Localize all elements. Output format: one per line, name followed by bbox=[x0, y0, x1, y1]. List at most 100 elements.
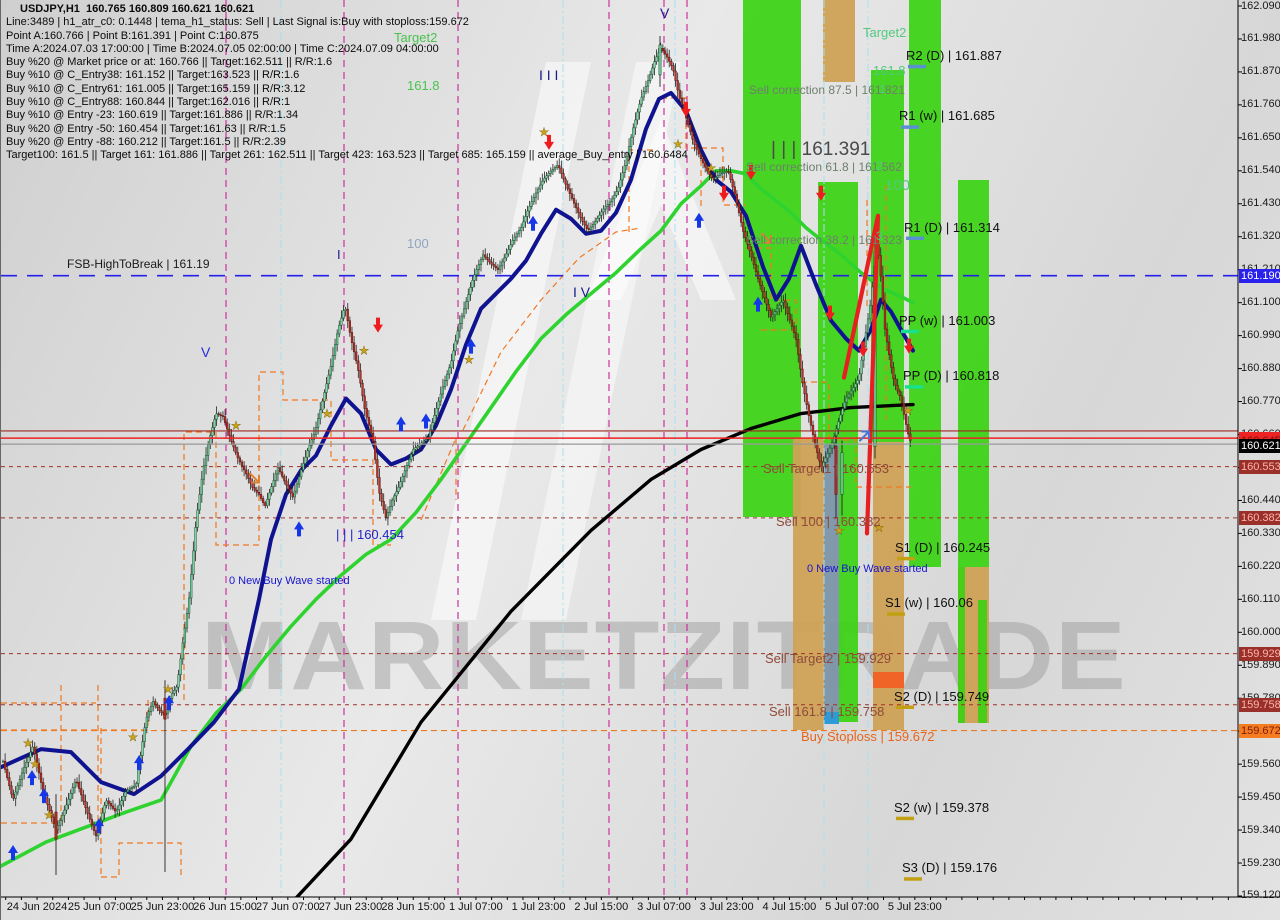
annotation-text: Sell correction 61.8 | 161.562 bbox=[746, 160, 902, 174]
time-tick-label: 28 Jun 15:00 bbox=[381, 901, 445, 913]
svg-text:★: ★ bbox=[539, 125, 550, 139]
svg-text:★: ★ bbox=[163, 682, 174, 696]
svg-text:★: ★ bbox=[44, 808, 55, 822]
price-tick-label: 159.450 bbox=[1241, 790, 1280, 803]
price-tick-label: 160.220 bbox=[1241, 559, 1280, 572]
info-line: Buy %20 @ Entry -50: 160.454 || Target:1… bbox=[6, 122, 286, 135]
annotation-text: I V bbox=[573, 284, 591, 300]
pivot-label: R1 (w) | 161.685 bbox=[899, 108, 995, 124]
annotation-text: Sell correction 38.2 | 161.323 bbox=[746, 233, 902, 247]
svg-text:★: ★ bbox=[322, 407, 333, 421]
price-tick-label: 160.880 bbox=[1241, 362, 1280, 375]
annotation-text: Buy Stoploss | 159.672 bbox=[801, 729, 935, 744]
svg-text:★: ★ bbox=[464, 353, 475, 367]
time-tick-label: 1 Jul 07:00 bbox=[448, 901, 503, 913]
time-tick-label: 5 Jul 23:00 bbox=[887, 901, 942, 913]
time-tick-label: 24 Jun 2024 bbox=[6, 901, 68, 913]
annotation-text: V bbox=[660, 5, 670, 21]
price-badge: 159.758 bbox=[1239, 697, 1280, 712]
svg-text:★: ★ bbox=[359, 344, 370, 358]
svg-text:★: ★ bbox=[706, 161, 717, 175]
info-line: Buy %10 @ Entry -23: 160.619 || Target:1… bbox=[6, 109, 299, 122]
pivot-label: S1 (w) | 160.06 bbox=[885, 595, 973, 611]
time-axis[interactable]: 24 Jun 2024 25 Jun 07:00 25 Jun 23:00 26 Ju… bbox=[1, 898, 1280, 920]
time-tick-label: 27 Jun 23:00 bbox=[318, 901, 383, 913]
annotation-text: Sell Target2 | 159.929 bbox=[765, 651, 892, 666]
info-line: Target100: 161.5 || Target 161: 161.886 … bbox=[6, 149, 688, 162]
info-line: Point A:160.766 | Point B:161.391 | Poin… bbox=[6, 29, 259, 42]
price-axis[interactable]: 162.090 161.980 161.870 161.760 161.650 161.5… bbox=[1239, 0, 1280, 901]
annotation-text: 0 New Buy Wave started bbox=[807, 563, 928, 575]
svg-text:★: ★ bbox=[128, 730, 139, 744]
time-tick-label: 4 Jul 15:00 bbox=[762, 901, 817, 913]
info-line: Time A:2024.07.03 17:00:00 | Time B:2024… bbox=[6, 42, 439, 55]
price-tick-label: 159.890 bbox=[1241, 658, 1280, 671]
price-tick-label: 160.990 bbox=[1241, 329, 1280, 342]
price-tick-label: 160.440 bbox=[1241, 493, 1280, 506]
annotation-text: Sell correction 87.5 | 161.821 bbox=[749, 83, 905, 97]
annotation-text: 3 bbox=[876, 229, 883, 243]
pivot-label: S3 (D) | 159.176 bbox=[902, 860, 998, 876]
price-badge: 160.553 bbox=[1239, 459, 1280, 474]
info-line: Buy %10 @ C_Entry61: 161.005 || Target:1… bbox=[6, 82, 306, 95]
price-tick-label: 160.000 bbox=[1241, 625, 1280, 638]
time-tick-label: 26 Jun 15:00 bbox=[193, 901, 257, 913]
price-badge: 159.929 bbox=[1239, 646, 1280, 661]
price-tick-label: 161.320 bbox=[1241, 230, 1280, 243]
annotation-text: I bbox=[337, 247, 341, 262]
annotation-text: Sell Target1 | 160.553 bbox=[763, 461, 890, 476]
pivot-label: PP (D) | 160.818 bbox=[903, 368, 1000, 384]
svg-text:★: ★ bbox=[834, 523, 845, 537]
price-badge: 161.190 bbox=[1239, 268, 1280, 283]
info-line: Buy %20 @ Market price or at: 160.766 ||… bbox=[6, 56, 333, 69]
annotation-text: Target2 bbox=[394, 30, 438, 45]
time-tick-label: 1 Jul 23:00 bbox=[511, 901, 566, 913]
annotation-text: | | | 161.391 bbox=[771, 139, 871, 160]
time-tick-label: 3 Jul 23:00 bbox=[699, 901, 754, 913]
svg-text:★: ★ bbox=[30, 757, 41, 771]
price-badge: 160.645 bbox=[1239, 432, 1280, 441]
time-tick-label: 25 Jun 23:00 bbox=[130, 901, 195, 913]
price-tick-label: 159.230 bbox=[1241, 856, 1280, 869]
annotation-text: I I I bbox=[539, 67, 559, 83]
svg-text:★: ★ bbox=[231, 419, 242, 433]
time-tick-label: 25 Jun 07:00 bbox=[67, 901, 132, 913]
time-tick-label: 3 Jul 07:00 bbox=[637, 901, 691, 913]
pivot-label: R2 (D) | 161.887 bbox=[906, 47, 1002, 63]
price-tick-label: 159.560 bbox=[1241, 757, 1280, 770]
price-tick-label: 160.770 bbox=[1241, 395, 1280, 408]
annotation-text: FSB-HighToBreak | 161.19 bbox=[67, 257, 210, 271]
svg-text:★: ★ bbox=[903, 404, 914, 418]
price-tick-label: 160.330 bbox=[1241, 526, 1280, 539]
svg-text:★: ★ bbox=[673, 137, 684, 151]
pivot-label: S1 (D) | 160.245 bbox=[895, 539, 991, 555]
pivot-label: PP (w) | 161.003 bbox=[899, 312, 996, 328]
annotation-text: Target2 bbox=[863, 25, 907, 40]
time-tick-label: 2 Jul 15:00 bbox=[574, 901, 629, 913]
price-badge: 160.621 bbox=[1239, 439, 1280, 454]
price-badge: 160.382 bbox=[1239, 510, 1280, 525]
svg-text:★: ★ bbox=[874, 520, 885, 534]
pivot-label: S2 (w) | 159.378 bbox=[894, 799, 990, 815]
price-tick-label: 161.870 bbox=[1241, 65, 1280, 78]
time-tick-label: 5 Jul 07:00 bbox=[825, 901, 880, 913]
annotation-text: 0 New Buy Wave started bbox=[229, 575, 350, 587]
price-tick-label: 161.760 bbox=[1241, 98, 1280, 111]
annotation-text: 1 bbox=[879, 82, 886, 96]
price-tick-label: 161.540 bbox=[1241, 164, 1280, 177]
svg-text:★: ★ bbox=[23, 736, 34, 750]
annotation-text: 161.8 bbox=[407, 78, 440, 93]
annotation-text: 100 bbox=[407, 236, 429, 251]
annotation-text: Sell 100 | 160.382 bbox=[776, 514, 881, 529]
price-tick-label: 159.120 bbox=[1241, 889, 1280, 902]
price-tick-label: 161.430 bbox=[1241, 197, 1280, 210]
price-tick-label: 161.980 bbox=[1241, 32, 1280, 45]
info-line: Buy %10 @ C_Entry38: 161.152 || Target:1… bbox=[6, 69, 300, 82]
annotation-text: V bbox=[201, 344, 211, 360]
indicator-info-panel: USDJPY,H1 160.765 160.809 160.621 160.62… bbox=[6, 3, 688, 163]
info-line: Line:3489 | h1_atr_c0: 0.1448 | tema_h1_… bbox=[6, 16, 469, 29]
annotation-text: 161.8 bbox=[873, 63, 906, 78]
price-tick-label: 161.650 bbox=[1241, 131, 1280, 144]
price-badge: 159.672 bbox=[1239, 723, 1280, 738]
